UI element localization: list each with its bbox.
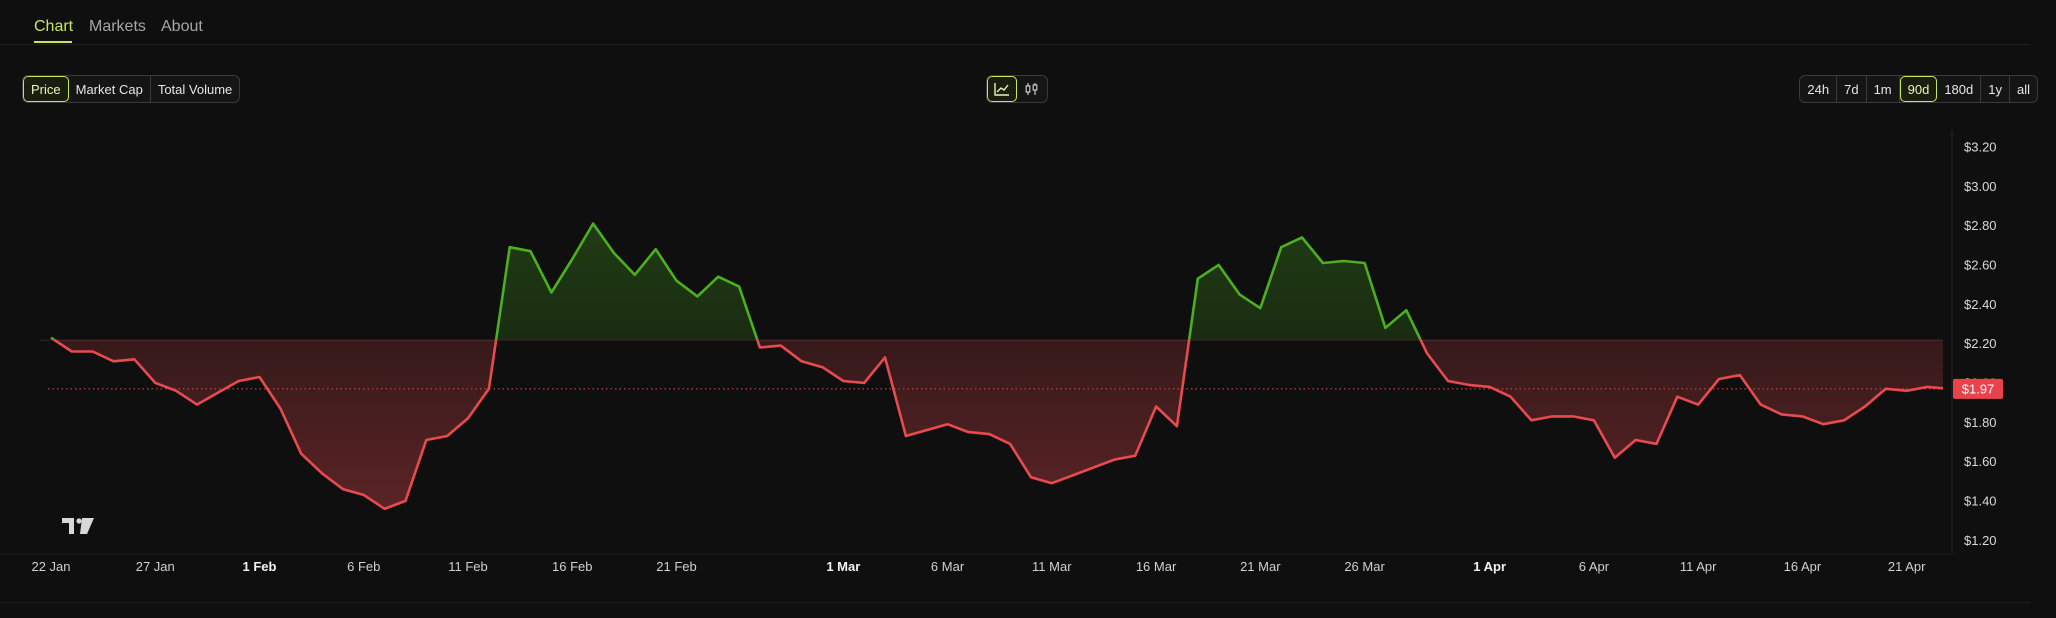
- x-tick-label: 27 Jan: [136, 559, 175, 574]
- range-1y-button[interactable]: 1y: [1981, 76, 2010, 102]
- range-1m-button[interactable]: 1m: [1867, 76, 1900, 102]
- price-line-down: [51, 339, 1943, 511]
- x-tick-label: 16 Feb: [552, 559, 592, 574]
- active-tab-indicator: [34, 41, 72, 43]
- price-chart-svg[interactable]: $1.20$1.40$1.60$1.80$2.00$2.20$2.40$2.60…: [0, 130, 2056, 600]
- y-tick-label: $2.80: [1964, 218, 1997, 233]
- tab-chart[interactable]: Chart: [34, 18, 74, 35]
- y-tick-label: $2.60: [1964, 257, 1997, 272]
- x-tick-label: 6 Feb: [347, 559, 380, 574]
- line-chart-icon: [994, 83, 1009, 96]
- x-tick-label: 21 Feb: [656, 559, 696, 574]
- y-tick-label: $3.00: [1964, 179, 1997, 194]
- footer-divider: [0, 602, 2030, 603]
- y-tick-label: $1.20: [1964, 533, 1997, 548]
- x-tick-label: 16 Apr: [1784, 559, 1822, 574]
- last-price-label: $1.97: [1962, 381, 1995, 396]
- total-volume-button[interactable]: Total Volume: [157, 81, 233, 97]
- candlestick-icon: [1025, 83, 1038, 95]
- x-tick-label: 1 Feb: [243, 559, 277, 574]
- tab-about[interactable]: About: [161, 18, 203, 35]
- price-chart[interactable]: $1.20$1.40$1.60$1.80$2.00$2.20$2.40$2.60…: [0, 130, 2056, 600]
- x-tick-label: 21 Apr: [1888, 559, 1926, 574]
- y-tick-label: $1.80: [1964, 415, 1997, 430]
- x-tick-label: 6 Apr: [1579, 559, 1610, 574]
- x-tick-label: 6 Mar: [931, 559, 965, 574]
- tab-markets[interactable]: Markets: [89, 18, 146, 35]
- metric-toggle: Price Market Cap Total Volume: [22, 75, 241, 103]
- range-7d-button[interactable]: 7d: [1837, 76, 1867, 102]
- x-tick-label: 21 Mar: [1240, 559, 1281, 574]
- range-90d-button[interactable]: 90d: [1899, 76, 1938, 102]
- range-all-button[interactable]: all: [2016, 81, 2030, 97]
- tradingview-logo[interactable]: [62, 518, 94, 534]
- y-tick-label: $2.20: [1964, 336, 1997, 351]
- x-tick-label: 11 Feb: [448, 559, 488, 574]
- market-cap-button[interactable]: Market Cap: [69, 76, 151, 102]
- x-tick-label: 1 Apr: [1473, 559, 1506, 574]
- x-tick-label: 1 Mar: [826, 559, 860, 574]
- range-180d-button[interactable]: 180d: [1937, 76, 1982, 102]
- top-tabs: Chart Markets About: [0, 0, 2030, 45]
- y-tick-label: $1.60: [1964, 454, 1997, 469]
- range-selector: 24h 7d 1m 90d 180d 1y all: [1799, 75, 2038, 103]
- y-tick-label: $2.40: [1964, 297, 1997, 312]
- x-tick-label: 11 Apr: [1680, 559, 1717, 574]
- line-chart-button[interactable]: [987, 76, 1017, 102]
- x-tick-label: 11 Mar: [1032, 559, 1072, 574]
- range-24h-button[interactable]: 24h: [1800, 76, 1838, 102]
- price-button[interactable]: Price: [23, 76, 69, 102]
- last-price-tag: [1953, 378, 2003, 399]
- candlestick-button[interactable]: [1017, 76, 1047, 102]
- y-tick-label: $3.20: [1964, 139, 1997, 154]
- y-tick-label: $1.40: [1964, 493, 1997, 508]
- x-tick-label: 16 Mar: [1136, 559, 1177, 574]
- area-above-baseline: [51, 223, 1421, 340]
- chart-style-toggle: [986, 75, 1048, 103]
- x-tick-label: 22 Jan: [31, 559, 70, 574]
- area-below-baseline: [51, 339, 1943, 509]
- x-tick-label: 26 Mar: [1344, 559, 1385, 574]
